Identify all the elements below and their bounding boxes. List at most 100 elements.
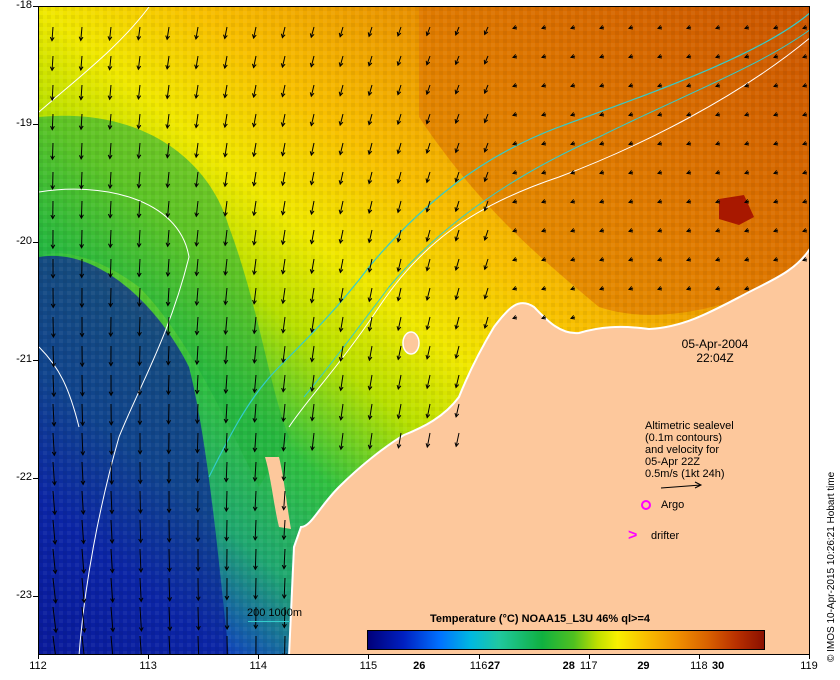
velocity-vector-head — [107, 213, 113, 219]
velocity-vector — [51, 142, 54, 160]
velocity-vector-head — [396, 90, 402, 96]
velocity-vector-head — [165, 64, 170, 70]
velocity-vector — [310, 200, 315, 215]
velocity-vector — [225, 345, 228, 364]
velocity-vector-head — [512, 141, 518, 146]
velocity-vector-head — [541, 112, 547, 117]
velocity-vector — [484, 171, 489, 182]
velocity-vector — [397, 403, 402, 419]
velocity-vector-head — [108, 391, 114, 397]
velocity-vector-head — [686, 112, 692, 117]
velocity-vector — [455, 55, 460, 65]
velocity-vector — [168, 577, 171, 601]
velocity-vector — [225, 432, 228, 453]
velocity-vector — [311, 403, 315, 421]
velocity-vector — [484, 26, 489, 35]
velocity-vector — [484, 258, 489, 270]
velocity-vector-head — [281, 446, 287, 452]
velocity-vector — [196, 374, 199, 394]
velocity-vector — [455, 84, 460, 94]
velocity-vector-head — [80, 391, 85, 397]
velocity-vector-head — [165, 272, 171, 278]
velocity-vector — [195, 229, 199, 246]
velocity-vector — [253, 287, 257, 304]
x-tick-label: 115 — [359, 660, 378, 672]
velocity-vector — [81, 519, 85, 544]
velocity-vector-head — [252, 418, 258, 423]
velocity-vector-head — [425, 413, 431, 419]
velocity-vector-head — [251, 152, 257, 158]
velocity-vector — [168, 606, 171, 631]
velocity-vector — [311, 345, 315, 362]
velocity-vector-head — [802, 83, 808, 88]
y-tick-mark — [33, 242, 38, 243]
velocity-vector — [80, 113, 83, 130]
velocity-vector — [426, 171, 431, 183]
velocity-vector — [339, 55, 344, 67]
velocity-vector — [484, 316, 489, 329]
velocity-vector-head — [425, 207, 431, 213]
velocity-vector-head — [137, 479, 143, 485]
velocity-vector — [225, 461, 228, 482]
velocity-vector-head — [224, 566, 230, 572]
velocity-vector — [368, 55, 373, 66]
velocity-vector-head — [396, 208, 402, 214]
velocity-vector-head — [280, 210, 286, 216]
velocity-vector — [254, 403, 257, 422]
velocity-vector — [282, 142, 286, 156]
velocity-vector — [311, 374, 315, 392]
velocity-vector-head — [79, 214, 84, 220]
velocity-vector-head — [338, 298, 344, 303]
velocity-vector-head — [657, 83, 663, 88]
velocity-vector — [397, 374, 402, 390]
velocity-vector — [109, 26, 112, 41]
velocity-vector-head — [50, 96, 55, 102]
velocity-vector — [139, 635, 142, 654]
velocity-vector-head — [109, 450, 114, 456]
velocity-vector — [455, 171, 460, 182]
y-tick-label: -20 — [16, 235, 32, 247]
velocity-vector — [455, 287, 460, 300]
velocity-vector-head — [223, 389, 229, 395]
velocity-vector-head — [223, 270, 228, 276]
velocity-vector-head — [744, 141, 750, 146]
velocity-vector — [310, 113, 315, 126]
velocity-vector — [51, 26, 54, 41]
velocity-vector-head — [194, 64, 199, 70]
altimetry-legend-line: Altimetric sealevel — [645, 420, 734, 432]
velocity-vector-head — [541, 170, 547, 175]
velocity-vector-head — [309, 328, 315, 334]
velocity-vector-head — [252, 447, 258, 453]
velocity-vector-head — [223, 182, 228, 188]
colorbar-tick-label: 26 — [413, 660, 426, 672]
velocity-vector — [339, 142, 344, 155]
velocity-vector-head — [136, 65, 142, 71]
velocity-vector-head — [396, 178, 402, 184]
velocity-vector — [225, 374, 228, 394]
velocity-vector-head — [194, 389, 200, 395]
velocity-vector — [81, 548, 85, 573]
velocity-vector — [109, 113, 112, 129]
velocity-vector-head — [79, 303, 85, 309]
velocity-vector — [253, 26, 257, 39]
velocity-vector-head — [252, 388, 258, 394]
velocity-vector-head — [802, 141, 808, 146]
velocity-vector-head — [512, 54, 518, 59]
colorbar-tick-label: 29 — [637, 660, 650, 672]
velocity-vector-head — [541, 257, 547, 262]
velocity-vector-head — [512, 315, 518, 320]
velocity-vector-head — [252, 270, 257, 276]
velocity-vector-head — [628, 112, 634, 117]
velocity-vector-head — [165, 301, 171, 307]
x-tick-label: 112 — [29, 660, 47, 672]
velocity-vector — [166, 84, 170, 99]
velocity-vector — [253, 345, 257, 363]
velocity-vector-head — [454, 354, 460, 360]
velocity-vector-head — [80, 451, 86, 456]
velocity-vector — [195, 258, 199, 276]
velocity-vector-head — [194, 360, 200, 366]
velocity-vector-head — [224, 507, 229, 513]
velocity-vector-head — [367, 179, 373, 185]
velocity-vector-head — [802, 199, 808, 204]
velocity-vector-head — [49, 36, 55, 42]
